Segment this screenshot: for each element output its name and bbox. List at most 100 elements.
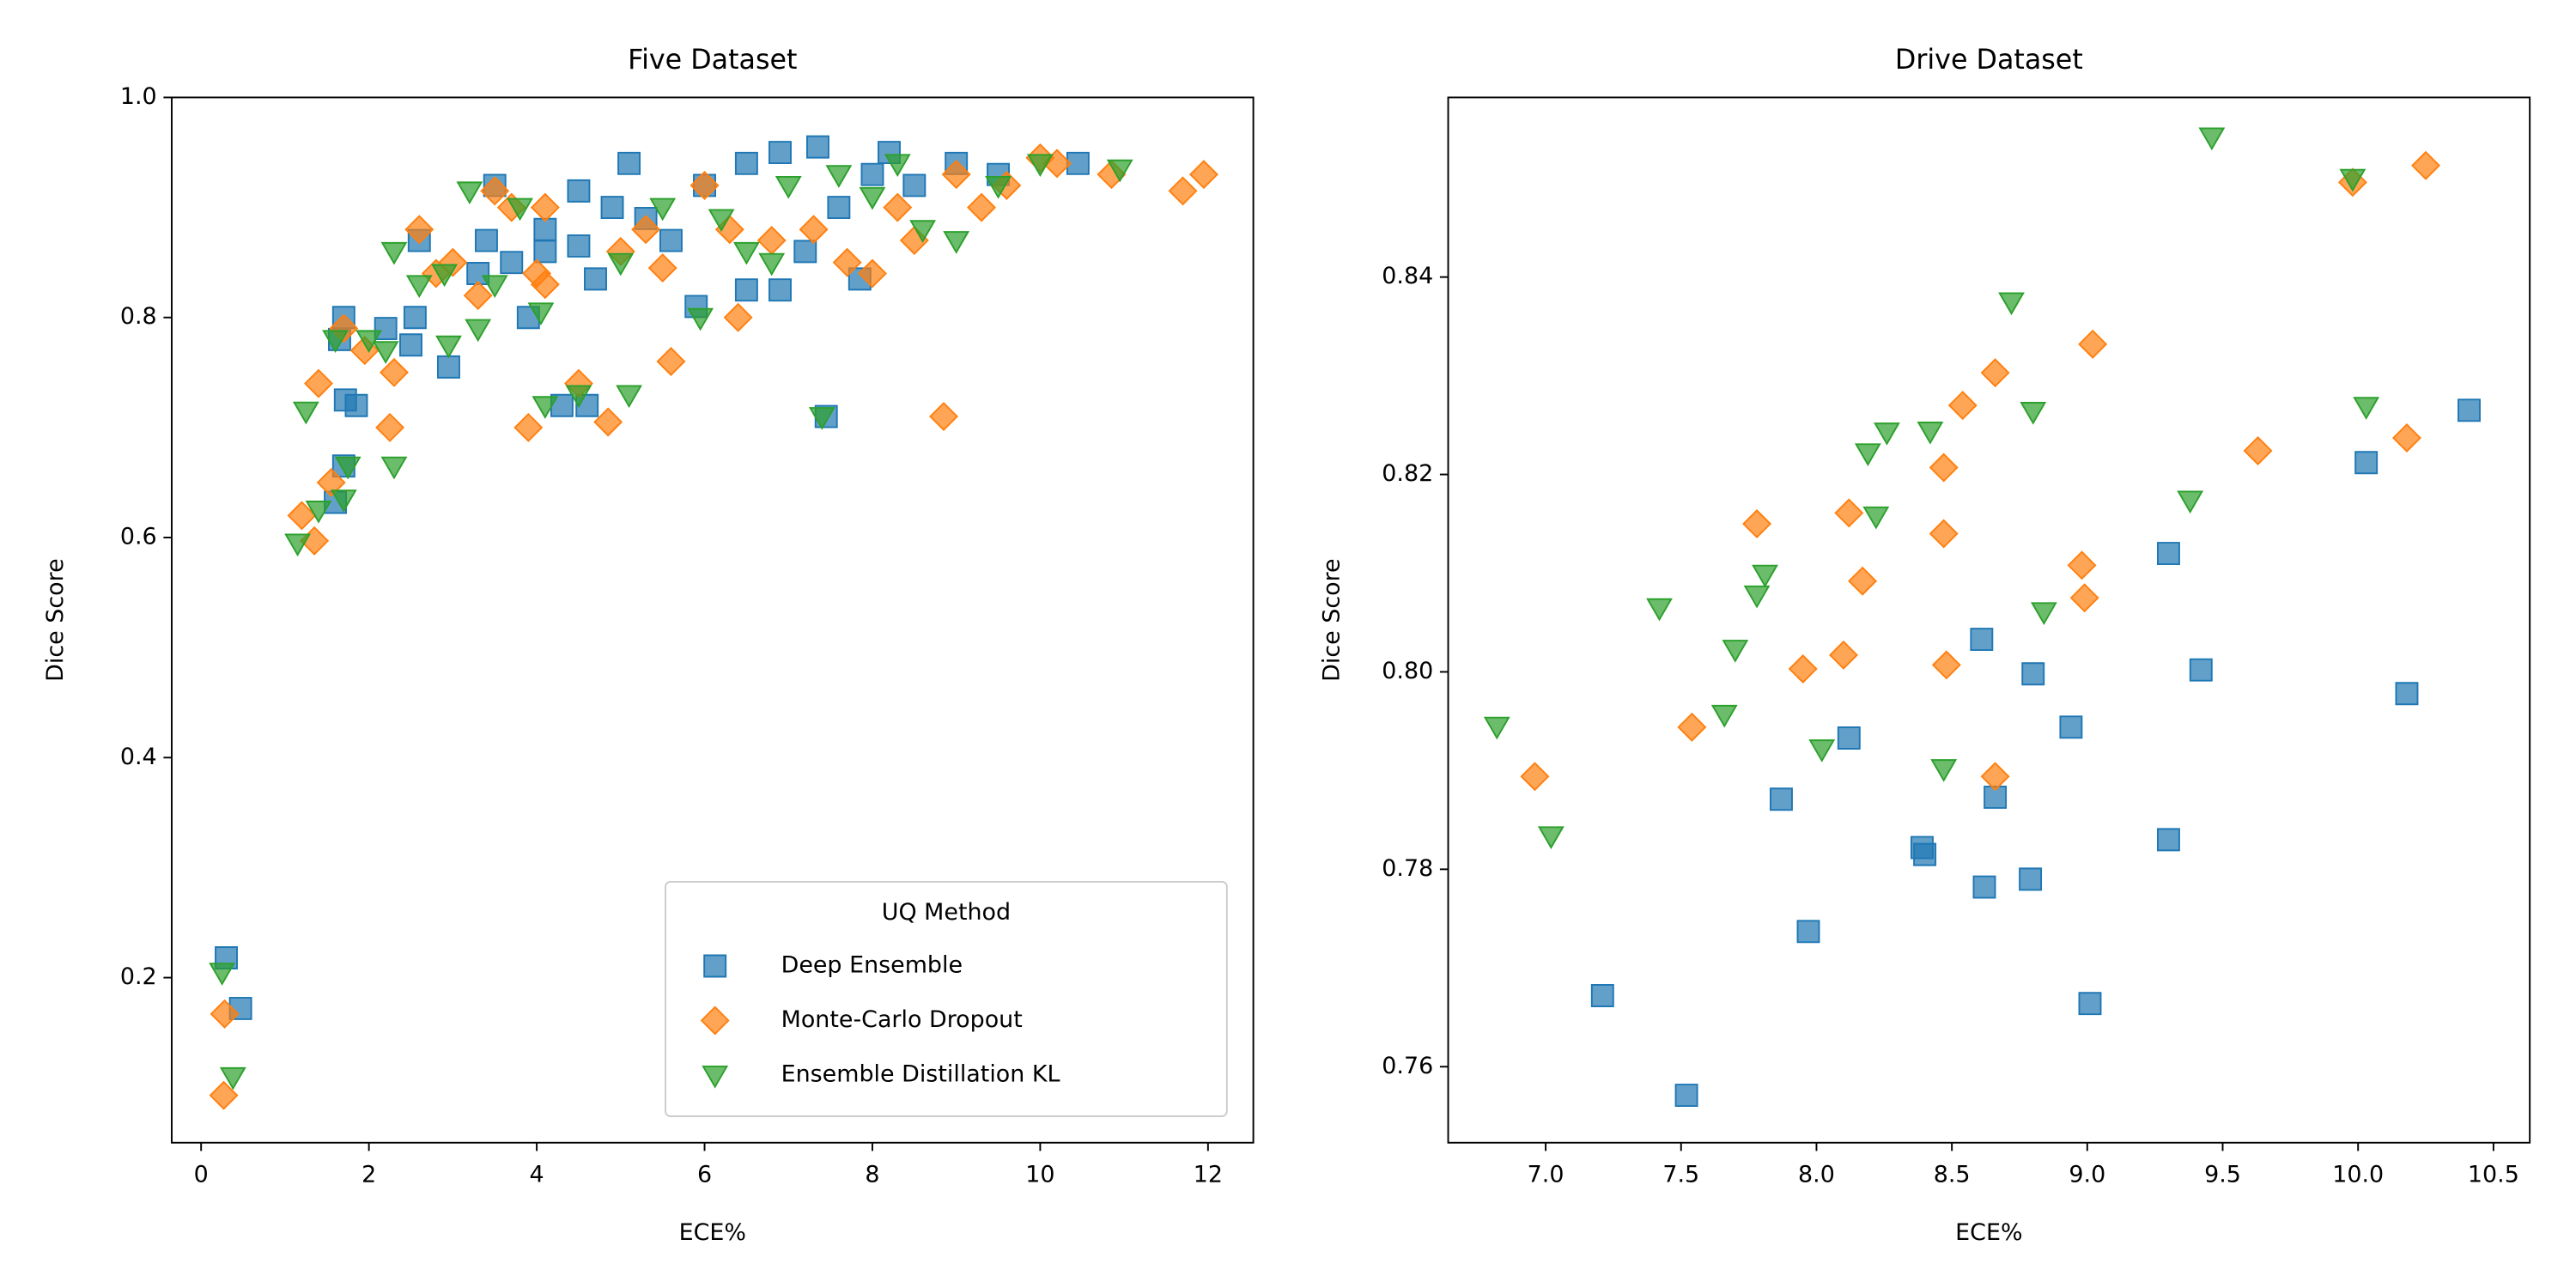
marker [805, 135, 829, 159]
y-tick-label: 0.78 [1382, 855, 1433, 882]
marker [1834, 498, 1864, 528]
marker [2078, 992, 2102, 1016]
y-tick-label: 0.82 [1382, 460, 1433, 487]
marker [379, 357, 409, 387]
marker [530, 192, 560, 222]
marker [349, 336, 380, 366]
marker [617, 151, 641, 175]
marker [219, 1066, 246, 1091]
marker [532, 396, 559, 419]
marker [2458, 398, 2481, 422]
x-axis-label: ECE% [679, 1219, 746, 1246]
x-tick-label: 8.0 [1798, 1162, 1835, 1188]
marker [1931, 650, 1961, 680]
marker [322, 330, 349, 354]
marker [2411, 150, 2441, 180]
marker [2156, 542, 2180, 565]
marker [734, 278, 758, 302]
marker [380, 456, 408, 480]
x-tick-label: 9.0 [2069, 1162, 2105, 1188]
marker [775, 176, 802, 199]
marker [1537, 826, 1564, 849]
x-tick-label: 6 [697, 1162, 712, 1188]
marker [316, 467, 346, 497]
marker [1862, 506, 1890, 530]
marker [883, 192, 913, 222]
marker [2189, 658, 2213, 682]
marker [631, 215, 661, 245]
x-tick-label: 10.5 [2468, 1162, 2519, 1188]
marker [287, 501, 317, 531]
marker [399, 333, 422, 357]
marker [2198, 127, 2226, 151]
marker [1808, 739, 1836, 762]
chart: Drive Dataset ECE% Dice Score 7.0 7.5 8.0 8.5 9… [1318, 45, 2531, 1246]
marker [1930, 759, 1958, 782]
marker [909, 220, 937, 243]
marker [533, 240, 557, 264]
marker [687, 307, 714, 331]
marker [330, 489, 357, 513]
marker [2156, 828, 2180, 852]
marker [481, 275, 508, 298]
x-tick-label: 0 [194, 1162, 209, 1188]
x-tick-label: 9.5 [2204, 1162, 2241, 1188]
marker [832, 247, 862, 277]
y-tick-label: 0.8 [120, 303, 157, 330]
marker [210, 999, 240, 1029]
marker [808, 407, 835, 430]
marker [985, 176, 1012, 199]
marker [2353, 397, 2380, 420]
marker [1677, 712, 1707, 742]
marker [1998, 292, 2025, 316]
y-tick-label: 0.76 [1382, 1053, 1433, 1079]
plot-frame [1447, 96, 2531, 1144]
marker [1874, 422, 1900, 446]
marker [1722, 640, 1749, 663]
x-tick-label: 10 [1025, 1162, 1054, 1188]
marker [1770, 787, 1793, 811]
marker [1796, 920, 1820, 944]
marker [769, 278, 792, 302]
x-tick-label: 8.5 [1934, 1162, 1971, 1188]
marker [769, 141, 792, 164]
marker [435, 335, 462, 359]
marker [967, 192, 996, 222]
marker [1483, 716, 1510, 740]
plot-frame [171, 96, 1255, 1144]
chart-title: Five Dataset [628, 45, 797, 76]
marker [2021, 662, 2045, 686]
marker [943, 231, 970, 254]
marker [1674, 1084, 1698, 1108]
marker [584, 267, 607, 291]
marker [703, 954, 727, 978]
marker [702, 1065, 729, 1089]
marker [404, 215, 434, 245]
marker [1917, 422, 1944, 445]
x-tick-label: 12 [1194, 1162, 1223, 1188]
marker [708, 209, 735, 233]
marker [1742, 509, 1772, 539]
marker [1829, 640, 1858, 670]
points [209, 135, 1218, 1110]
y-axis-label: Dice Score [1318, 558, 1345, 681]
legend-label: Monte-Carlo Dropout [781, 1006, 1023, 1033]
marker [1972, 875, 1996, 899]
marker [527, 302, 555, 325]
y-tick-label: 0.4 [120, 744, 157, 770]
legend-label: Deep Ensemble [781, 952, 963, 979]
marker [690, 170, 720, 200]
marker [500, 251, 524, 275]
marker [284, 533, 311, 557]
marker [375, 412, 405, 442]
marker [825, 165, 853, 188]
marker [600, 196, 624, 220]
x-tick-label: 10.0 [2332, 1162, 2384, 1188]
marker [380, 241, 408, 265]
marker [1646, 598, 1673, 622]
legend-title: UQ Method [882, 899, 1011, 926]
marker [2243, 435, 2273, 465]
marker [1106, 159, 1133, 183]
marker [513, 412, 544, 442]
marker [659, 228, 683, 252]
